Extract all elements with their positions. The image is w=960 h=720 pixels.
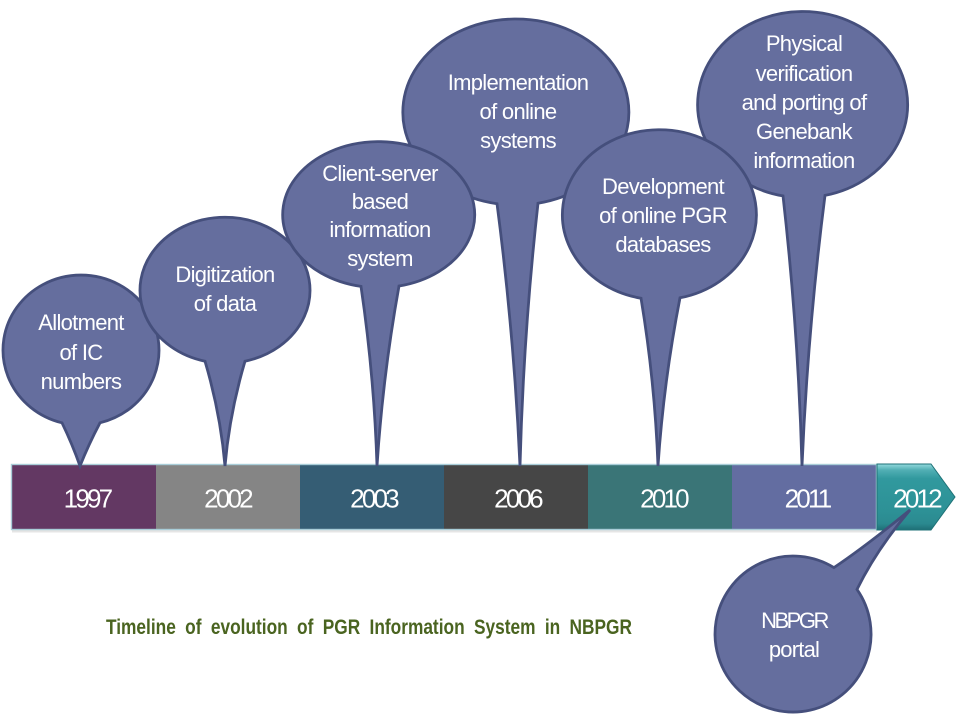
svg-text:of data: of data	[194, 291, 258, 316]
svg-text:2011: 2011	[785, 484, 832, 514]
svg-text:2012: 2012	[893, 484, 942, 514]
svg-text:databases: databases	[615, 232, 711, 257]
svg-text:and porting of: and porting of	[742, 90, 868, 115]
svg-text:Client-server: Client-server	[322, 161, 438, 186]
svg-text:based: based	[352, 189, 408, 214]
svg-text:numbers: numbers	[41, 369, 122, 394]
svg-text:Genebank: Genebank	[756, 119, 854, 144]
svg-text:information: information	[329, 217, 430, 242]
svg-text:Physical: Physical	[766, 31, 842, 56]
svg-text:information: information	[753, 148, 854, 173]
svg-text:of online PGR: of online PGR	[599, 203, 727, 228]
svg-text:of IC: of IC	[60, 340, 104, 365]
svg-text:portal: portal	[769, 637, 819, 662]
svg-text:2006: 2006	[494, 484, 543, 514]
svg-text:of online: of online	[480, 99, 557, 124]
svg-text:Timeline of evolution of PGR I: Timeline of evolution of PGR Information…	[106, 616, 632, 639]
svg-text:Digitization: Digitization	[175, 262, 274, 287]
svg-text:2003: 2003	[350, 484, 399, 514]
svg-text:system: system	[347, 246, 412, 271]
svg-text:NBPGR: NBPGR	[761, 608, 828, 633]
svg-text:systems: systems	[480, 128, 556, 153]
svg-text:1997: 1997	[64, 484, 113, 514]
svg-text:Allotment: Allotment	[38, 310, 124, 335]
svg-text:Development: Development	[602, 174, 725, 199]
svg-text:Implementation: Implementation	[448, 70, 589, 95]
svg-text:2010: 2010	[640, 484, 689, 514]
svg-text:verification: verification	[756, 61, 853, 86]
svg-text:2002: 2002	[204, 484, 253, 514]
